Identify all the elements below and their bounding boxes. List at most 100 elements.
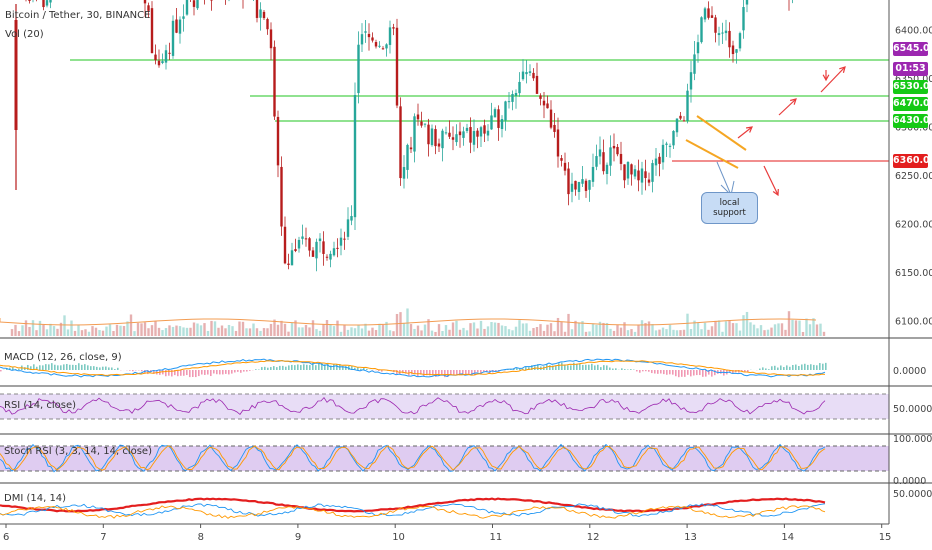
macd-label[interactable]: MACD (12, 26, close, 9) bbox=[4, 352, 122, 363]
volume-bar bbox=[371, 327, 374, 336]
macd-histogram-bar bbox=[81, 364, 83, 370]
candle-body bbox=[549, 109, 553, 128]
candle-body bbox=[742, 7, 745, 31]
volume-bar bbox=[315, 329, 318, 336]
volume-bar bbox=[280, 320, 283, 336]
macd-histogram-bar bbox=[624, 369, 626, 370]
volume-bar bbox=[122, 326, 126, 336]
dmi-label[interactable]: DMI (14, 14) bbox=[4, 493, 67, 504]
candle-body bbox=[311, 250, 315, 257]
macd-histogram-bar bbox=[462, 370, 464, 375]
macd-histogram-bar bbox=[747, 370, 749, 373]
candle-body bbox=[675, 118, 679, 133]
volume-bar bbox=[514, 326, 518, 336]
candle-body bbox=[192, 0, 196, 7]
volume-bar bbox=[227, 324, 231, 336]
macd-histogram-bar bbox=[582, 364, 584, 370]
macd-histogram-bar bbox=[564, 364, 566, 370]
volume-bar bbox=[241, 321, 245, 336]
volume-bar bbox=[651, 324, 654, 336]
macd-histogram-bar bbox=[708, 370, 710, 375]
volume-bar bbox=[161, 330, 164, 336]
candle-body bbox=[696, 42, 700, 54]
candle-body bbox=[616, 146, 619, 155]
macd-histogram-bar bbox=[9, 367, 11, 370]
level-badge-6470: 6470.00 bbox=[893, 97, 932, 111]
volume-bar bbox=[14, 324, 17, 336]
candle-body bbox=[168, 52, 171, 54]
volume-bar bbox=[644, 322, 647, 336]
macd-histogram-bar bbox=[558, 363, 560, 370]
rsi-label[interactable]: RSI (14, close) bbox=[4, 400, 77, 411]
candle-body bbox=[521, 71, 525, 80]
channel-lower bbox=[685, 139, 739, 169]
volume-bar bbox=[546, 324, 549, 336]
volume-bar bbox=[763, 330, 766, 336]
macd-histogram-bar bbox=[195, 370, 197, 378]
volume-bar bbox=[752, 324, 756, 336]
volume-bar bbox=[91, 326, 94, 336]
price-axis[interactable]: 6600.006550.006500.006450.006400.006350.… bbox=[888, 0, 932, 524]
macd-histogram-bar bbox=[312, 362, 314, 370]
candle-body bbox=[255, 0, 259, 18]
candle-body bbox=[273, 46, 276, 117]
stoch-rsi-label[interactable]: Stoch RSI (3, 3, 14, 14, close) bbox=[4, 446, 152, 457]
macd-histogram-bar bbox=[189, 370, 191, 378]
candle-body bbox=[528, 71, 532, 73]
candle-body bbox=[304, 238, 308, 240]
volume-bar bbox=[171, 326, 175, 336]
macd-histogram-bar bbox=[660, 370, 662, 374]
volume-bar bbox=[574, 320, 577, 336]
volume-bar bbox=[80, 330, 84, 336]
volume-bar bbox=[731, 323, 735, 336]
local-support-callout[interactable]: local support bbox=[701, 192, 758, 224]
volume-bar bbox=[511, 330, 514, 336]
volume-bar bbox=[339, 331, 343, 336]
macd-histogram-bar bbox=[531, 365, 533, 370]
volume-bar bbox=[623, 322, 626, 336]
symbol-title[interactable]: Bitcoin / Tether, 30, BINANCE bbox=[5, 10, 151, 21]
macd-histogram-bar bbox=[414, 370, 416, 374]
volume-label[interactable]: Vol (20) bbox=[5, 29, 44, 40]
volume-bar bbox=[150, 325, 154, 336]
macd-histogram-bar bbox=[822, 363, 824, 370]
stoch-d-line bbox=[0, 445, 826, 471]
macd-histogram-bar bbox=[579, 363, 581, 370]
candle-body bbox=[584, 180, 588, 191]
macd-histogram-bar bbox=[762, 367, 764, 370]
volume-bar bbox=[605, 322, 609, 336]
candle-body bbox=[693, 54, 696, 74]
macd-histogram-bar bbox=[99, 367, 101, 370]
volume-bar bbox=[31, 320, 35, 336]
macd-histogram-bar bbox=[480, 370, 482, 375]
macd-histogram-bar bbox=[774, 365, 776, 370]
volume-bar bbox=[136, 322, 140, 336]
candle-body bbox=[490, 115, 493, 130]
time-axis[interactable]: 6 7 8 9 10 11 12 13 14 15 bbox=[0, 523, 891, 543]
candle-body bbox=[728, 30, 731, 48]
volume-bar bbox=[87, 331, 91, 336]
candle-body bbox=[28, 0, 31, 1]
time-tick-label: 12 bbox=[587, 532, 600, 543]
volume-bar bbox=[59, 322, 63, 336]
price-tick-label: 6100.00 bbox=[895, 317, 932, 328]
trend-arrow bbox=[737, 126, 753, 139]
candle-body bbox=[469, 127, 472, 143]
macd-histogram-bar bbox=[165, 370, 167, 377]
macd-histogram-bar bbox=[147, 370, 149, 375]
candle-body bbox=[500, 119, 504, 130]
macd-histogram-bar bbox=[36, 366, 38, 370]
candle-body bbox=[287, 263, 290, 265]
volume-bar bbox=[448, 329, 451, 336]
candle-body bbox=[546, 103, 549, 109]
candle-body bbox=[178, 19, 182, 34]
volume-bar bbox=[245, 328, 248, 336]
level-badge-6360: 6360.00 bbox=[893, 154, 932, 168]
volume-bar bbox=[133, 331, 136, 336]
macd-histogram-bar bbox=[786, 365, 788, 370]
volume-bar bbox=[185, 327, 189, 336]
candle-body bbox=[336, 247, 339, 249]
volume-bar bbox=[507, 329, 511, 336]
volume-bar bbox=[269, 323, 273, 336]
